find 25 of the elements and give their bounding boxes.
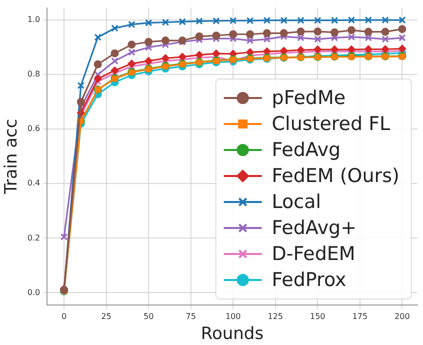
legend-label: FedEM (Ours) [272, 164, 400, 187]
legend-label: D-FedEM [272, 242, 356, 265]
x-tick-label: 0 [61, 312, 67, 321]
y-tick-label: 1.0 [27, 15, 40, 24]
y-tick-label: 0.0 [27, 288, 40, 297]
y-tick-label: 0.6 [27, 124, 40, 134]
x-tick-label: 75 [186, 312, 196, 321]
x-axis-title: Rounds [200, 324, 264, 344]
x-tick-label: 100 [225, 312, 241, 321]
x-tick-label: 175 [352, 312, 368, 321]
x-tick-label: 200 [394, 312, 410, 321]
legend-label: Local [272, 190, 322, 213]
y-tick-label: 0.4 [27, 178, 40, 188]
x-tick-label: 50 [143, 312, 154, 321]
y-tick-label: 0.2 [27, 233, 40, 242]
legend-label: Clustered FL [272, 112, 391, 135]
legend-label: FedAvg+ [272, 216, 357, 239]
x-tick-label: 125 [268, 312, 284, 321]
y-tick-label: 0.8 [27, 70, 40, 79]
legend-label: FedProx [272, 268, 346, 291]
legend-label: FedAvg [272, 138, 341, 161]
legend-label: pFedMe [272, 86, 346, 109]
x-tick-label: 25 [101, 312, 112, 321]
x-tick-label: 150 [310, 312, 326, 321]
y-axis-title: Train acc [2, 118, 22, 196]
